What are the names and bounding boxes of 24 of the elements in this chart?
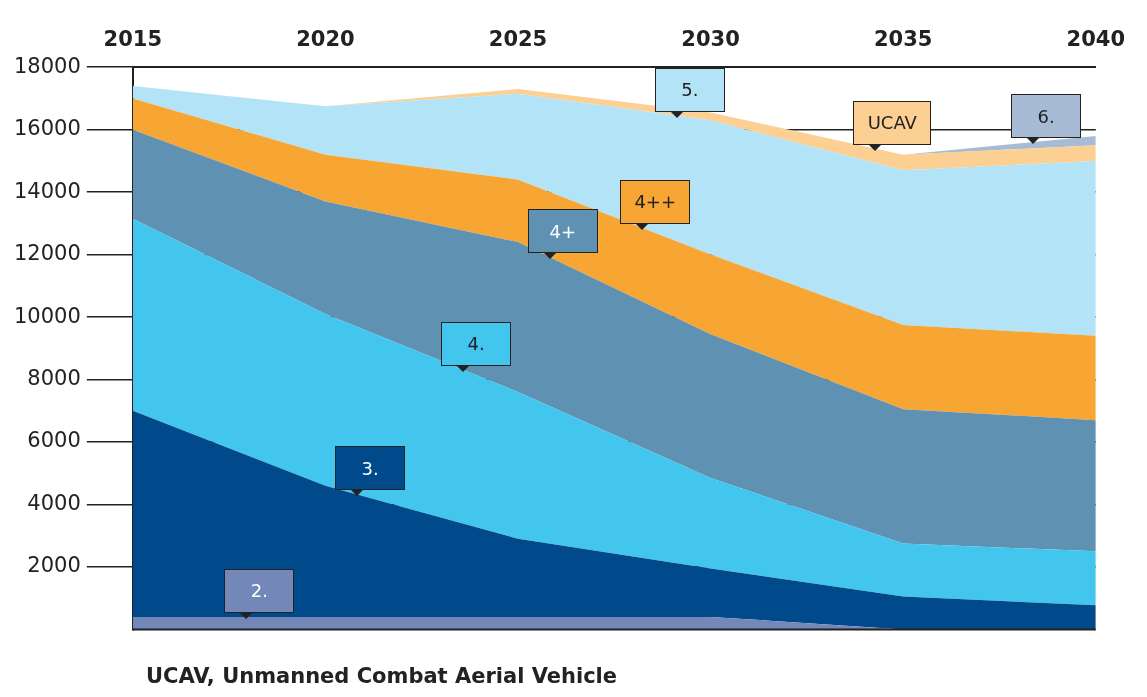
series-label: 6. [1037, 105, 1055, 127]
y-tick-label: 18000 [13, 53, 81, 78]
y-tick-label: 12000 [13, 241, 81, 266]
y-tick-label: 16000 [13, 116, 81, 141]
series-label: UCAV [867, 112, 917, 134]
y-tick-label: 14000 [13, 178, 81, 203]
series-label: 3. [361, 457, 379, 479]
series-label: 2. [250, 580, 269, 602]
x-tick-label: 2025 [488, 27, 548, 52]
y-tick-label: 4000 [27, 490, 81, 515]
y-tick-label: 8000 [27, 365, 81, 390]
y-tick-label: 6000 [27, 428, 81, 453]
series-label: 4++ [634, 191, 677, 213]
y-tick-label: 10000 [13, 303, 81, 328]
x-tick-label: 2015 [103, 27, 163, 52]
text: UCAV, Unmanned Combat Aerial Vehicle [146, 664, 619, 688]
y-tick-label: 2000 [27, 553, 81, 578]
x-tick-label: 2035 [873, 27, 933, 52]
series-label: 4+ [549, 220, 577, 242]
x-tick-label: 2040 [1066, 27, 1125, 52]
x-tick-label: 2030 [681, 27, 740, 52]
series-label: 5. [681, 79, 699, 101]
x-tick-label: 2020 [296, 27, 355, 52]
series-label: 4. [467, 333, 485, 355]
